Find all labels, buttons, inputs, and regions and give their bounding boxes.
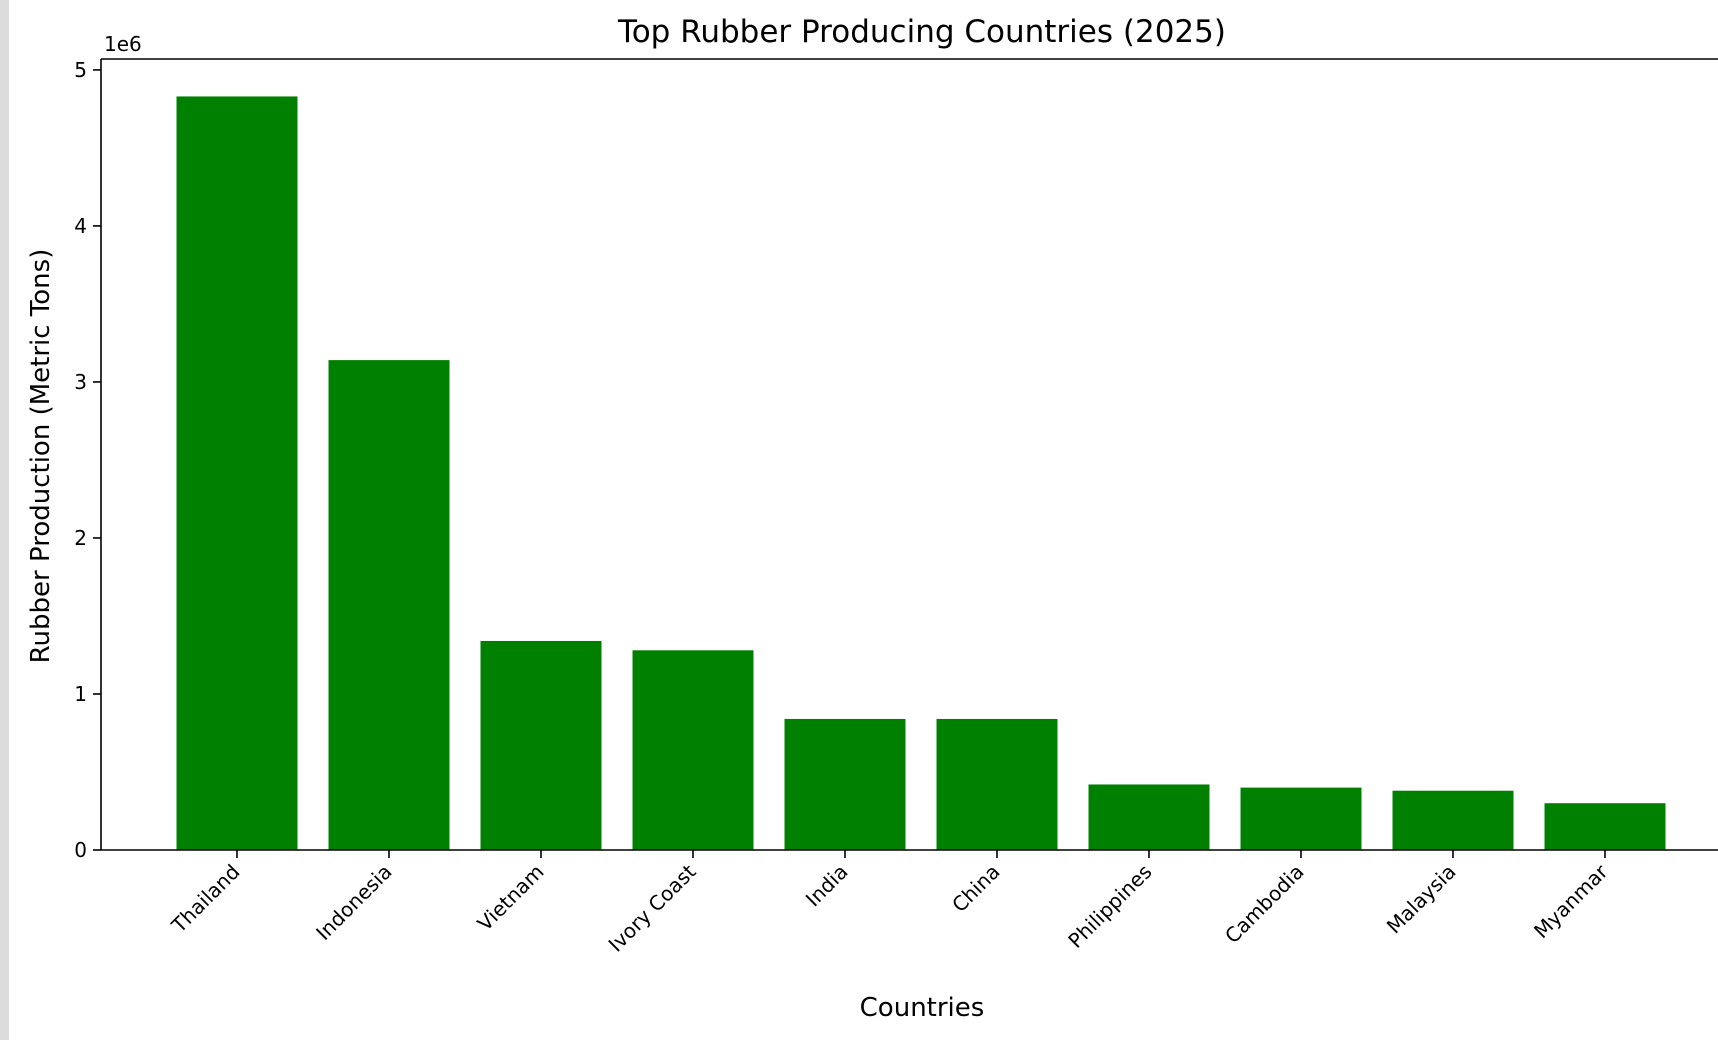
bar-cambodia [1240,787,1362,850]
x-tick-label: Ivory Coast [604,859,701,956]
y-tick-label: 2 [74,526,87,550]
x-tick-label: Cambodia [1220,860,1308,948]
window-edge-strip [0,0,9,1040]
y-axis-ticks: 0 1 2 3 4 5 [74,58,101,862]
y-tick-label: 1 [74,682,87,706]
axes [100,58,1718,851]
y-tick-label: 4 [74,214,87,238]
bar-malaysia [1392,790,1514,850]
x-tick-label: India [801,860,853,912]
x-tick-label: Malaysia [1382,860,1461,939]
y-axis-offset-label: 1e6 [104,32,142,56]
x-tick-label: Vietnam [473,860,549,936]
y-tick-label: 5 [74,58,87,82]
x-tick-label: China [947,860,1004,917]
x-tick-label: Thailand [166,860,244,938]
bar-myanmar [1544,803,1666,850]
bar-indonesia [328,360,450,850]
bar-philippines [1088,784,1210,850]
bar-china [936,718,1058,850]
x-tick-label: Indonesia [311,860,396,945]
bar-vietnam [480,640,602,850]
y-tick-label: 3 [74,370,87,394]
y-axis-label: Rubber Production (Metric Tons) [26,249,56,664]
x-tick-label: Myanmar [1529,859,1613,943]
bars-group [176,96,1666,850]
chart-title: Top Rubber Producing Countries (2025) [617,14,1226,50]
x-tick-label: Philippines [1063,860,1156,953]
bar-thailand [176,96,298,850]
x-axis-label: Countries [860,993,985,1023]
y-tick-label: 0 [74,838,87,862]
x-axis-ticks: Thailand Indonesia Vietnam Ivory Coast India… [166,850,1613,957]
bar-india [784,718,906,850]
bar-ivory-coast [632,650,754,850]
